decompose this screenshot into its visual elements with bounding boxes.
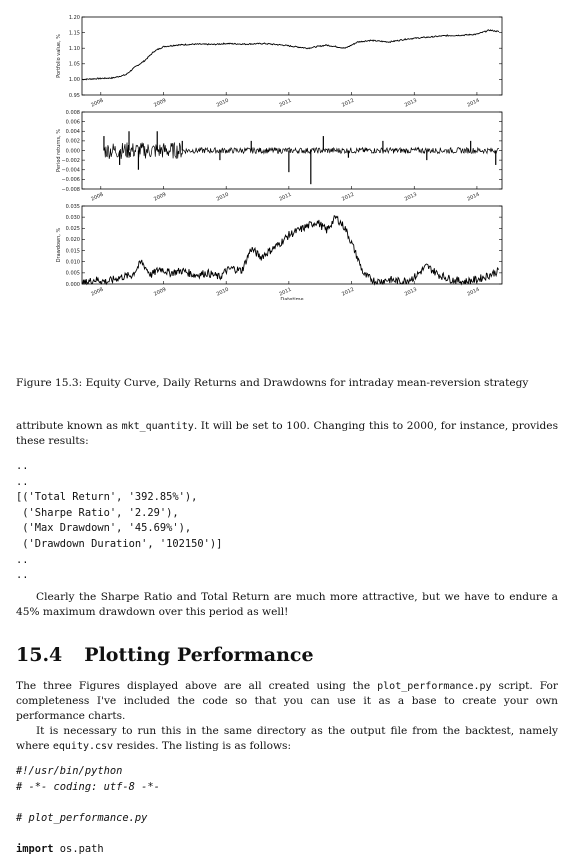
listing-line-filename: # plot_performance.py	[16, 812, 148, 824]
figure-charts: 0.95 1.00 1.05 1.10 1.15 1.20 2008 2009 2010 2011…	[56, 15, 503, 300]
y-axis-label: Period returns, %	[56, 129, 62, 172]
y-tick-label: 0.008	[66, 110, 80, 116]
x-tick-label: 2010	[216, 98, 230, 109]
figure-caption: Figure 15.3: Equity Curve, Daily Returns…	[16, 377, 529, 389]
y-tick-label: 1.05	[69, 62, 80, 68]
x-tick-label: 2008	[90, 98, 104, 109]
listing-line-shebang: #!/usr/bin/python	[16, 765, 123, 777]
x-tick-label: 2014	[466, 192, 480, 203]
y-tick-label: −0.004	[61, 168, 80, 174]
period-returns-panel: −0.008 −0.006 −0.004 −0.002 0.000 0.002 0.004 0…	[56, 110, 503, 203]
y-tick-label: 1.10	[69, 46, 80, 52]
paragraph-sharpe-discussion: Clearly the Sharpe Ratio and Total Retur…	[16, 591, 558, 618]
y-tick-label: 0.035	[66, 204, 80, 210]
drawdown-panel: 0.000 0.005 0.010 0.015 0.020 0.025 0.030 0.035…	[56, 204, 503, 300]
x-tick-label: 2013	[404, 192, 418, 203]
y-tick-label: 1.20	[69, 15, 80, 21]
x-tick-label: 2011	[278, 98, 292, 109]
y-tick-label: −0.008	[61, 187, 80, 193]
x-tick-label: 2010	[216, 192, 230, 203]
y-tick-label: 0.005	[66, 271, 80, 277]
x-tick-label: 2010	[216, 287, 230, 298]
y-tick-label: 0.030	[66, 215, 80, 221]
y-tick-label: −0.006	[61, 177, 80, 183]
equity-csv-code: equity.csv	[52, 741, 114, 752]
para1-text-after: . It will be set to 100. Changing this t…	[16, 420, 559, 447]
section-number: 15.4	[16, 644, 63, 666]
para4-text-before: It is necessary to run this in the same …	[16, 725, 558, 752]
mkt-quantity-code: mkt_quantity	[121, 421, 194, 432]
x-tick-label: 2012	[341, 98, 355, 109]
x-tick-label: 2011	[278, 287, 292, 298]
y-axis-label: Drawdown, %	[56, 228, 62, 263]
x-tick-label: 2009	[153, 287, 167, 298]
y-tick-label: 0.006	[66, 119, 80, 125]
x-axis-label: Datetime	[280, 297, 303, 300]
axes-frame	[81, 16, 503, 96]
paragraph-equity-csv: It is necessary to run this in the same …	[16, 724, 558, 754]
x-tick-label: 2014	[466, 98, 480, 109]
para1-text-before: attribute known as	[16, 420, 122, 432]
y-axis-label: Portfolio value, %	[56, 34, 62, 78]
equity-curve-panel: 0.95 1.00 1.05 1.10 1.15 1.20 2008 2009 2010 2011…	[56, 15, 503, 109]
section-heading: 15.4 Plotting Performance	[16, 644, 314, 666]
import-keyword: import	[16, 843, 54, 855]
y-tick-label: 0.000	[66, 148, 80, 154]
y-tick-label: 0.95	[69, 93, 80, 99]
y-tick-label: 0.020	[66, 237, 80, 243]
results-output-block: .. .. [('Total Return', '392.85%'), ('Sh…	[16, 460, 223, 582]
paragraph-plot-performance: The three Figures displayed above are al…	[16, 679, 558, 724]
y-tick-label: 0.002	[66, 139, 80, 145]
drawdown-line	[82, 215, 499, 286]
x-tick-label: 2009	[153, 192, 167, 203]
y-tick-label: 1.00	[69, 77, 80, 83]
para3-text-after: script. For completeness I've included t…	[16, 680, 558, 722]
x-tick-label: 2014	[466, 287, 480, 298]
y-tick-label: 1.15	[69, 30, 80, 36]
plot-performance-code: plot_performance.py	[377, 681, 492, 692]
section-title: Plotting Performance	[84, 644, 314, 666]
x-tick-label: 2008	[90, 287, 104, 298]
y-tick-label: 0.025	[66, 226, 80, 232]
axes-frame	[81, 205, 503, 285]
y-tick-label: 0.015	[66, 248, 80, 254]
y-tick-label: 0.000	[66, 282, 80, 288]
equity-line	[81, 29, 500, 81]
import-target: os.path	[53, 843, 104, 855]
listing-line-coding: # -*- coding: utf-8 -*-	[16, 781, 160, 793]
x-tick-label: 2013	[404, 287, 418, 298]
para4-text-after: resides. The listing is as follows:	[113, 740, 292, 752]
y-tick-label: −0.002	[61, 158, 80, 164]
x-tick-label: 2012	[341, 287, 355, 298]
listing-line-import: import os.path	[16, 842, 104, 858]
y-tick-label: 0.010	[66, 260, 80, 266]
paragraph-mkt-quantity: attribute known as mkt_quantity. It will…	[16, 419, 558, 449]
x-tick-label: 2013	[404, 98, 418, 109]
y-tick-label: 0.004	[66, 129, 80, 135]
x-tick-label: 2009	[153, 98, 167, 109]
para3-text-before: The three Figures displayed above are al…	[16, 680, 378, 692]
returns-line	[103, 142, 500, 159]
x-tick-label: 2008	[90, 192, 104, 203]
x-tick-label: 2012	[341, 192, 355, 203]
x-tick-label: 2011	[278, 192, 292, 203]
